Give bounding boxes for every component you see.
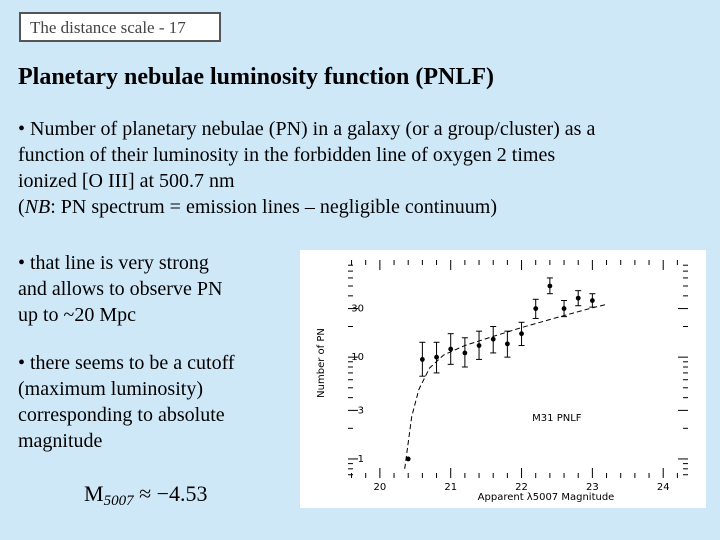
bullet-1-line: function of their luminosity in the forb… xyxy=(18,144,556,166)
data-point xyxy=(476,343,482,348)
pnlf-chart-svg: 20 21 22 23 24 1 3 10 30 Apparent λ5007 Magnitude… xyxy=(316,260,688,503)
x-tick-label: 20 xyxy=(374,482,387,493)
bullet-2-line: up to ~20 Mpc xyxy=(18,304,137,326)
y-tick-label: 1 xyxy=(358,454,364,465)
data-point xyxy=(448,346,454,352)
pnlf-plot: 20 21 22 23 24 1 3 10 30 Apparent λ5007 Magnitude… xyxy=(300,250,706,508)
y-tick-label: 3 xyxy=(358,405,364,416)
bullet-3-line: (maximum luminosity) xyxy=(18,378,203,400)
data-point xyxy=(419,357,425,362)
data-point xyxy=(561,306,567,311)
data-point xyxy=(434,354,439,360)
chart-annotation: M31 PNLF xyxy=(532,413,582,424)
bullet-2: • that line is very strong and allows to… xyxy=(18,250,293,328)
data-point xyxy=(547,283,553,289)
data-point xyxy=(533,306,539,311)
x-tick-label: 21 xyxy=(444,482,457,493)
absolute-magnitude-formula: M5007 ≈ −4.53 xyxy=(84,481,208,510)
note-rest: : PN spectrum = emission lines – negligi… xyxy=(50,196,498,218)
y-tick-label: 30 xyxy=(351,304,364,315)
bullet-3-line: corresponding to absolute xyxy=(18,404,225,426)
bullet-3-line: magnitude xyxy=(18,430,103,452)
x-axis-label: Apparent λ5007 Magnitude xyxy=(478,492,615,503)
y-axis-label: Number of PN xyxy=(316,328,327,398)
x-tick-label: 23 xyxy=(586,482,599,493)
x-tick-label: 22 xyxy=(515,482,528,493)
data-point xyxy=(575,295,581,301)
data-point xyxy=(504,341,510,347)
data-point xyxy=(589,298,595,303)
note-italic: NB xyxy=(24,196,51,218)
data-point xyxy=(462,350,468,356)
slide-header-label: The distance scale - 17 xyxy=(30,18,186,37)
bullet-2-line: • that line is very strong xyxy=(18,252,209,274)
bullet-3: • there seems to be a cutoff (maximum lu… xyxy=(18,350,293,454)
bullet-1-line: • Number of planetary nebulae (PN) in a … xyxy=(18,118,596,140)
bullet-1: • Number of planetary nebulae (PN) in a … xyxy=(18,116,713,220)
bullet-3-line: • there seems to be a cutoff xyxy=(18,352,235,374)
data-point xyxy=(519,331,524,337)
data-point xyxy=(405,456,411,462)
y-tick-label: 10 xyxy=(351,352,364,363)
slide-title: Planetary nebulae luminosity function (P… xyxy=(18,64,495,90)
bullet-2-line: and allows to observe PN xyxy=(18,278,223,300)
data-point xyxy=(490,336,496,342)
formula-rest: ≈ −4.53 xyxy=(133,481,208,506)
fit-curve xyxy=(404,303,607,469)
note-prefix: ( xyxy=(18,196,25,218)
bullet-1-note: (NB: PN spectrum = emission lines – negl… xyxy=(18,194,713,220)
bullet-1-line: ionized [O III] at 500.7 nm xyxy=(18,170,235,192)
formula-subscript: 5007 xyxy=(103,493,134,509)
formula-symbol: M xyxy=(84,481,104,506)
slide-header: The distance scale - 17 xyxy=(19,12,221,42)
x-tick-label: 24 xyxy=(657,482,670,493)
